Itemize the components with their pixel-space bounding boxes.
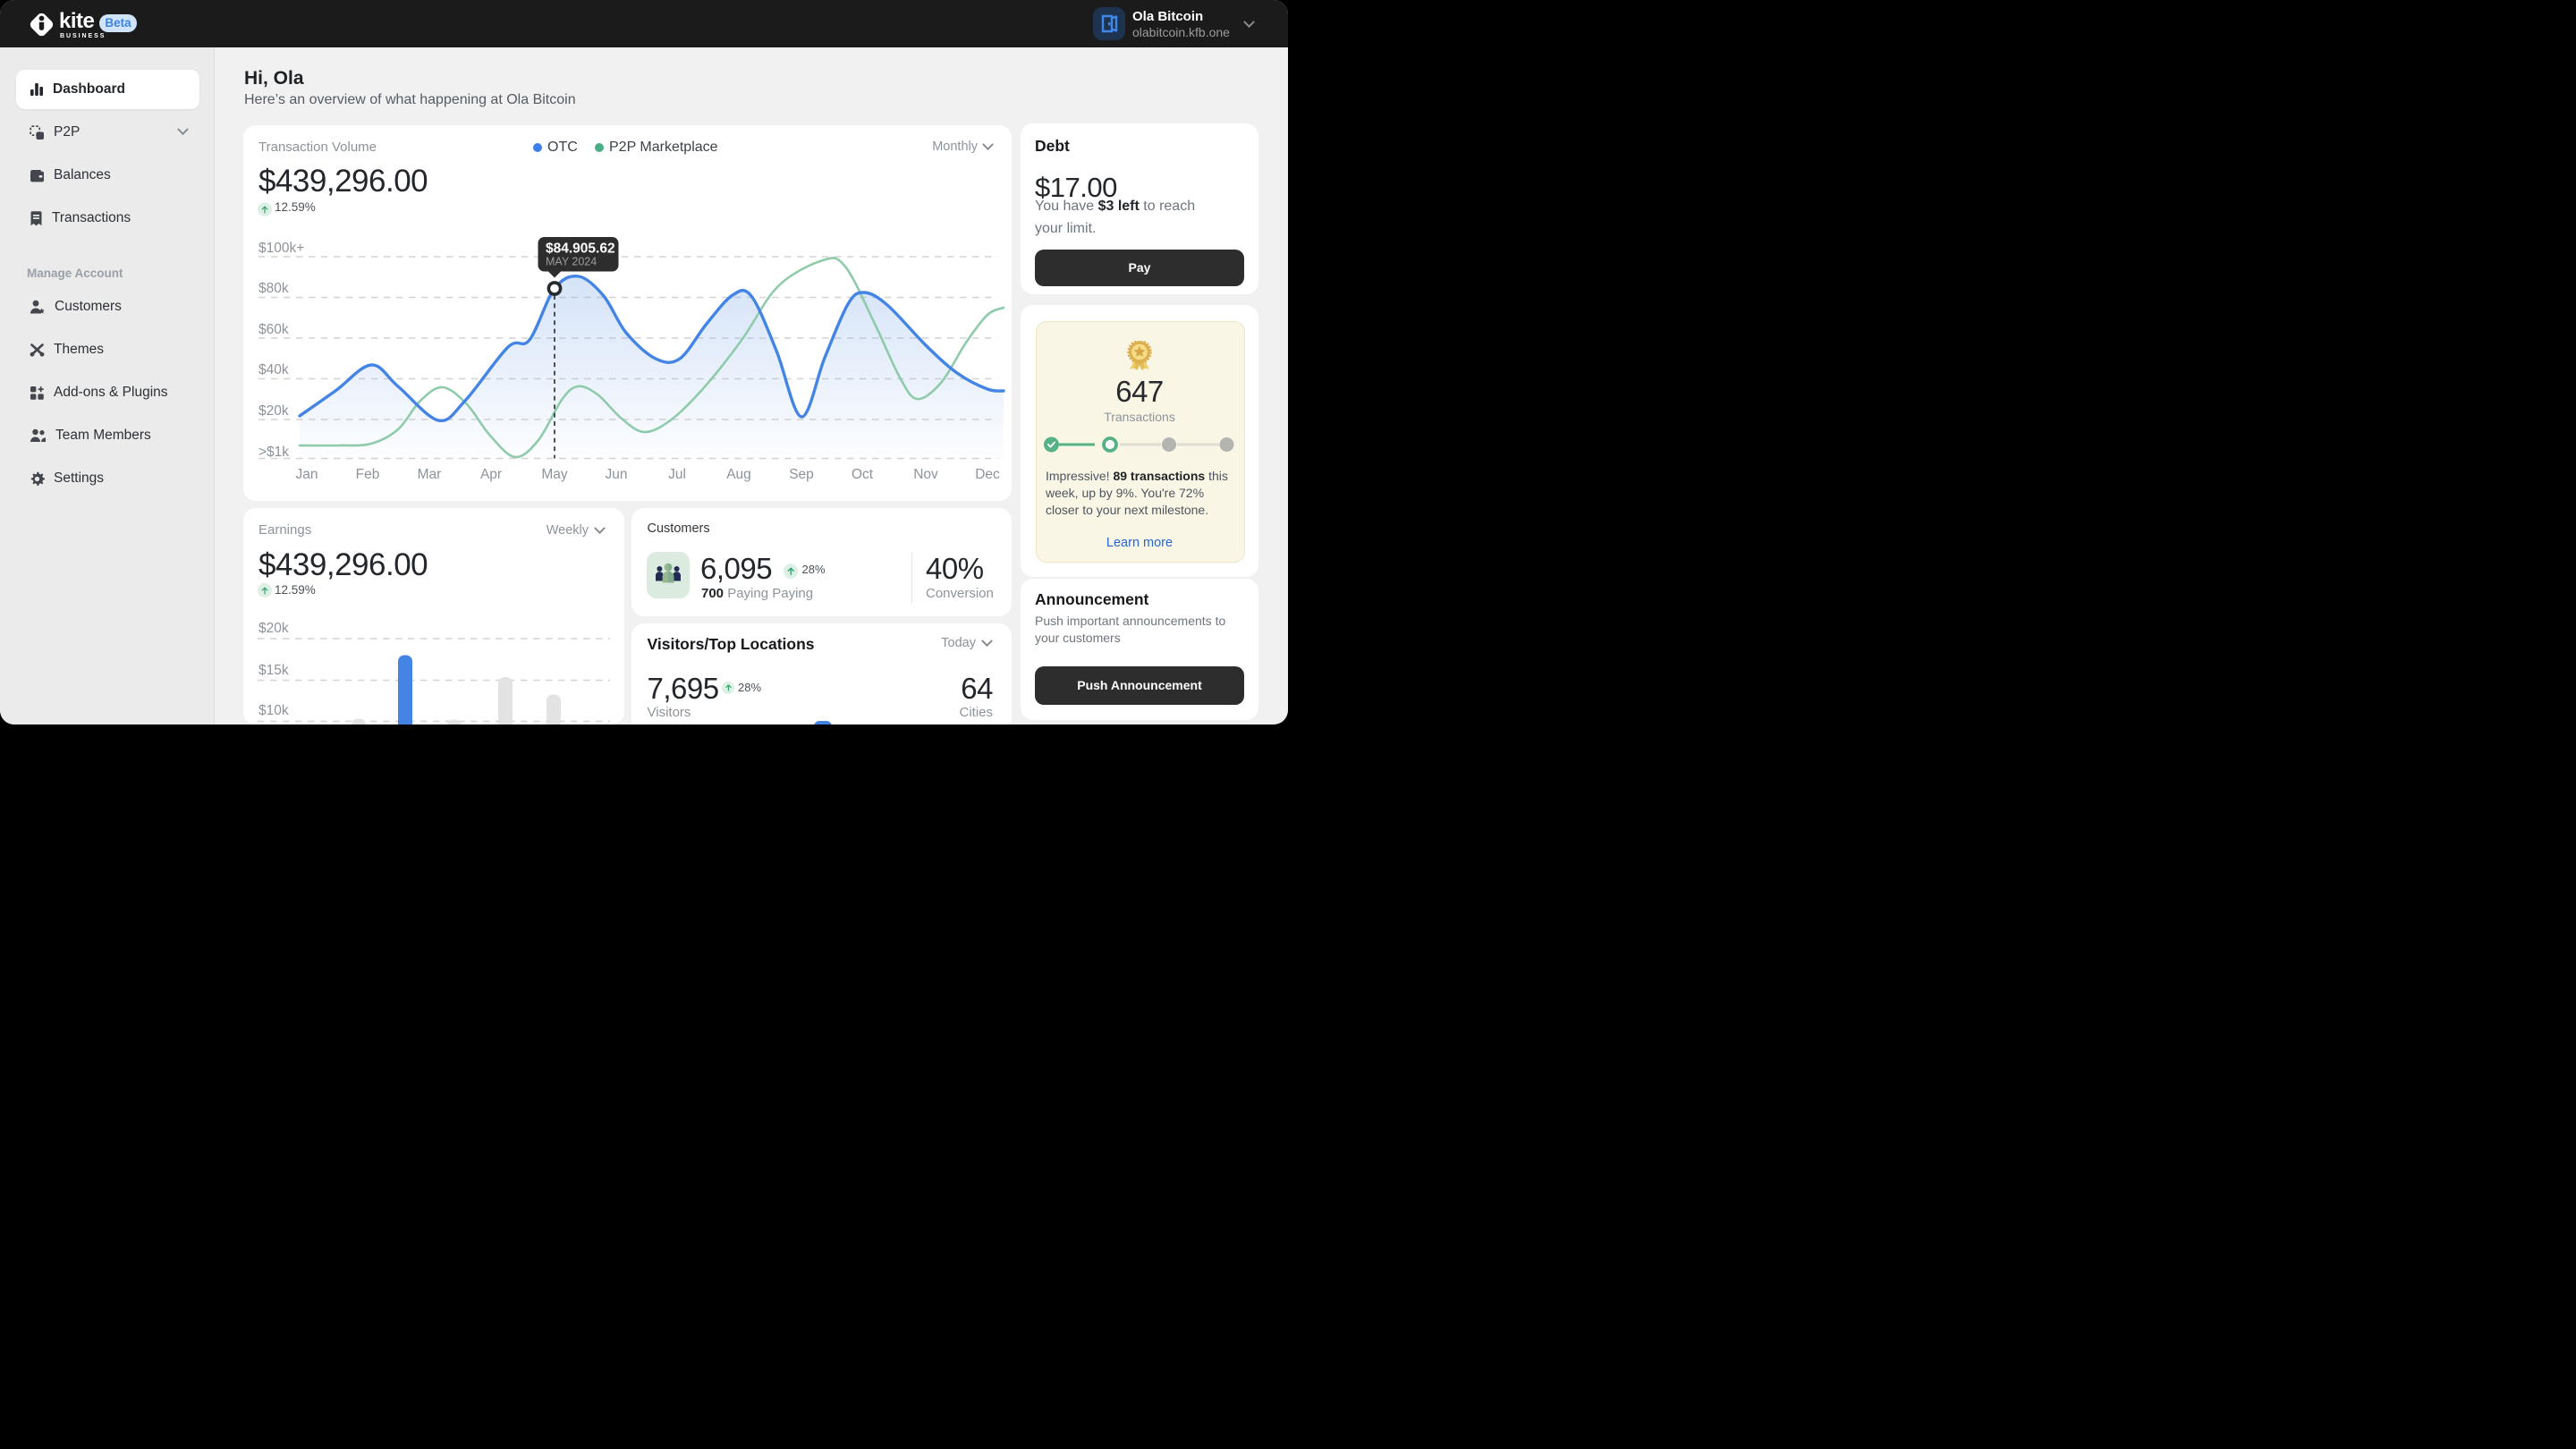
svg-text:Oct: Oct <box>852 467 874 482</box>
svg-text:Aug: Aug <box>726 467 751 482</box>
svg-text:$80k: $80k <box>258 281 289 296</box>
svg-text:Jan: Jan <box>296 467 318 482</box>
svg-text:May: May <box>541 467 568 482</box>
svg-text:Dec: Dec <box>975 467 1000 482</box>
svg-text:>$1k: >$1k <box>258 445 289 460</box>
svg-text:Feb: Feb <box>356 467 380 482</box>
svg-text:$84.905.62: $84.905.62 <box>546 242 615 257</box>
svg-text:$60k: $60k <box>258 322 289 337</box>
svg-text:Jul: Jul <box>668 467 686 482</box>
svg-text:$20k: $20k <box>258 621 289 636</box>
svg-text:Sep: Sep <box>789 467 814 482</box>
svg-text:Nov: Nov <box>913 467 938 482</box>
svg-text:$40k: $40k <box>258 362 289 377</box>
svg-text:$15k: $15k <box>258 663 289 678</box>
svg-text:MAY 2024: MAY 2024 <box>546 256 597 268</box>
svg-text:$100k+: $100k+ <box>258 241 304 256</box>
svg-text:$10k: $10k <box>258 703 289 718</box>
svg-text:$20k: $20k <box>258 403 289 419</box>
svg-text:Jun: Jun <box>606 467 628 482</box>
svg-text:Apr: Apr <box>480 467 502 482</box>
svg-text:Mar: Mar <box>418 467 442 482</box>
